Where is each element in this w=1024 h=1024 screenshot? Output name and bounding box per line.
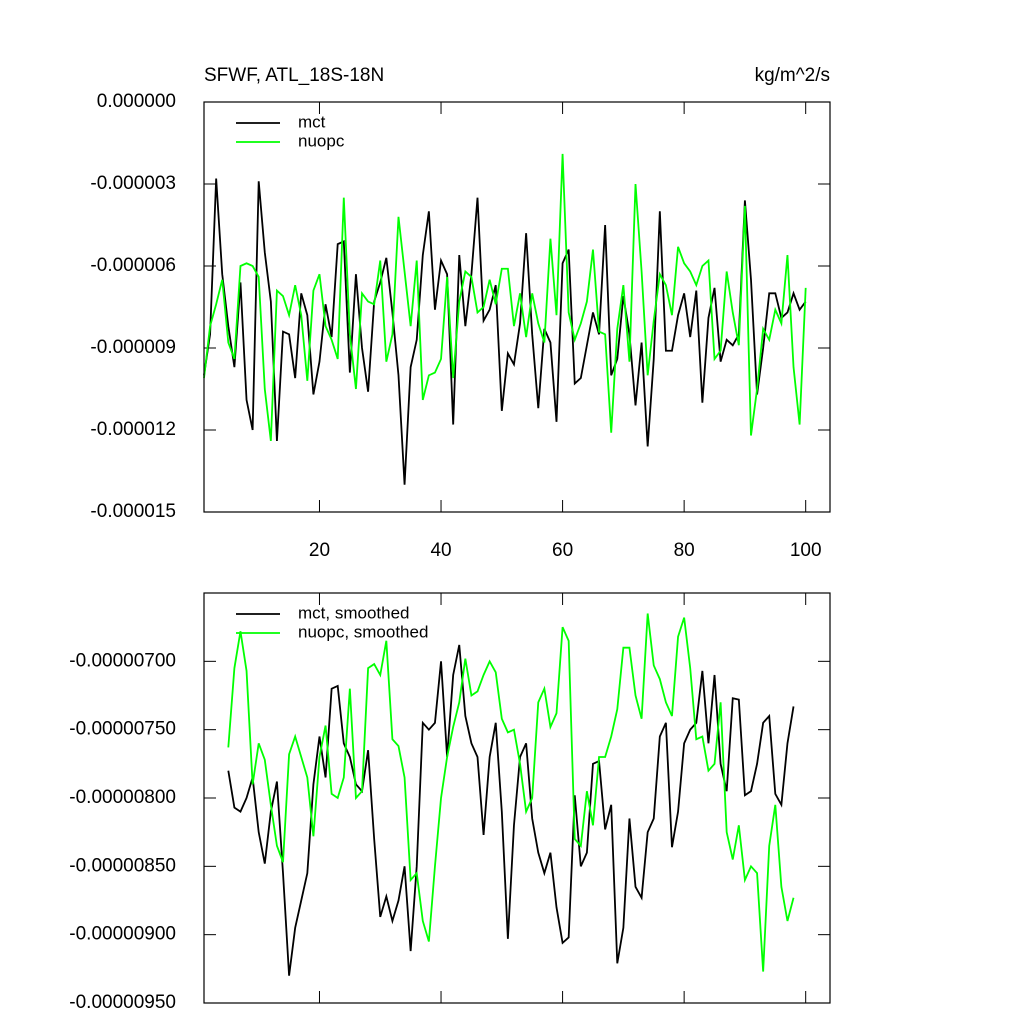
y-tick-label: -0.000003 <box>90 173 176 194</box>
units-label: kg/m^2/s <box>755 65 830 86</box>
plot-frame <box>203 592 831 1004</box>
x-tick-label: 100 <box>790 540 822 561</box>
x-tick-label: 20 <box>309 540 330 561</box>
legend-label: mct, smoothed <box>298 603 410 622</box>
y-tick-label: 0.000000 <box>97 91 176 112</box>
x-tick-label: 80 <box>674 540 695 561</box>
legend-label: nuopc <box>298 131 345 150</box>
data-line <box>203 178 807 485</box>
x-tick-label: 60 <box>552 540 573 561</box>
y-tick-label: -0.00000850 <box>69 855 176 876</box>
y-tick-label: -0.00000900 <box>69 924 176 945</box>
y-tick-label: -0.000015 <box>90 501 176 522</box>
y-tick-label: -0.000012 <box>90 419 176 440</box>
y-tick-label: -0.000009 <box>90 337 176 358</box>
x-tick-label: 40 <box>430 540 451 561</box>
data-line <box>227 644 795 976</box>
legend-label: nuopc, smoothed <box>298 622 428 641</box>
y-tick-label: -0.00000750 <box>69 719 176 740</box>
data-line <box>203 153 807 442</box>
chart-title: SFWF, ATL_18S-18N <box>204 65 384 86</box>
y-tick-label: -0.00000800 <box>69 787 176 808</box>
y-tick-label: -0.00000950 <box>69 992 176 1013</box>
y-tick-label: -0.000006 <box>90 255 176 276</box>
y-tick-label: -0.00000700 <box>69 650 176 671</box>
plot-frame <box>203 101 831 513</box>
legend-label: mct <box>298 112 326 131</box>
data-line <box>227 613 795 972</box>
